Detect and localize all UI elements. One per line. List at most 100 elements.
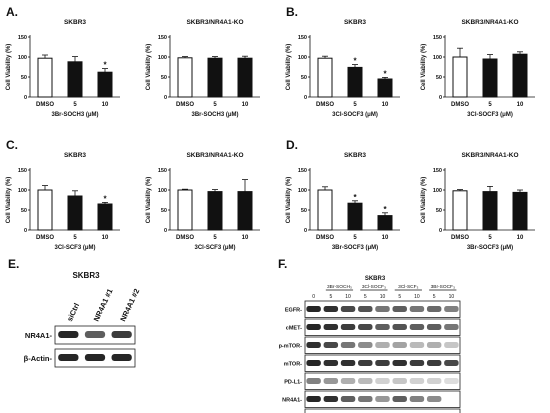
bar-5 [347, 66, 363, 98]
significance-star: * [353, 57, 357, 66]
blot-band [392, 378, 407, 384]
dose-label: 10 [414, 294, 420, 300]
bar-10 [512, 53, 528, 98]
bar-DMSO [452, 190, 468, 231]
bar-DMSO [317, 189, 333, 231]
chart-title: SKBR3 [64, 19, 86, 26]
bar-DMSO [37, 189, 53, 231]
lane-label: NR4A1 #1 [92, 287, 115, 323]
x-tick-label: DMSO [451, 235, 469, 241]
blot-band [340, 396, 356, 402]
x-tick-label: DMSO [316, 235, 334, 241]
y-tick-label: 0 [24, 95, 27, 101]
blot-band [58, 331, 79, 338]
bar-DMSO [177, 57, 193, 98]
x-tick-label: 10 [242, 235, 249, 241]
bar-10 [237, 57, 253, 98]
x-tick-label: 5 [73, 102, 77, 108]
western-blot-panel-f: F. SKBR3 0 3Br-SOCH₃ 5 10 3Cl-SOCF₃ 5 10 3Cl-SCF₃… [278, 257, 461, 413]
treatment-group-label: 3Cl-SOCF₃ [362, 284, 386, 290]
blot-band [323, 324, 339, 330]
blot-band [375, 342, 390, 348]
y-tick-label: 50 [161, 75, 167, 81]
y-tick-label: 150 [158, 168, 167, 174]
significance-star: * [353, 193, 357, 202]
y-tick-label: 150 [298, 168, 307, 174]
y-tick-label: 0 [304, 95, 307, 101]
dose-label: 5 [398, 294, 401, 300]
blot-band [306, 396, 321, 402]
blot-band [84, 354, 106, 361]
blot-band [358, 378, 373, 384]
blot-band [409, 360, 425, 366]
y-axis-label: Cell Viability (%) [6, 177, 12, 224]
x-axis-label: 3Cl-SOCF3 (μM) [332, 112, 378, 118]
x-tick-label: 10 [382, 102, 389, 108]
bar-5 [482, 58, 498, 98]
blot-band [340, 360, 356, 366]
x-tick-label: DMSO [36, 235, 54, 241]
blot-band [444, 342, 459, 348]
blot-band [375, 306, 390, 312]
blot-band [444, 324, 459, 330]
bar-5 [482, 191, 498, 231]
chart-title: SKBR3/NR4A1-KO [461, 19, 518, 26]
blot-band [340, 378, 356, 384]
y-tick-label: 100 [433, 55, 442, 61]
y-tick-label: 0 [164, 228, 167, 234]
blot-band [426, 360, 442, 366]
bar-chart-2: SKBR3/NR4A1-KO Cell Viability (%) 0 50 100 15… [146, 19, 260, 118]
bar-10 [97, 203, 113, 231]
y-tick-label: 100 [18, 188, 27, 194]
x-tick-label: 5 [353, 235, 357, 241]
bar-chart-7: D. SKBR3 Cell Viability (%) 0 50 100 150 DMSO * 5… [286, 138, 400, 251]
blot-band [323, 378, 339, 384]
x-axis-label: 3Br-SOCF3 (μM) [467, 245, 513, 251]
panel-letter: A. [6, 5, 18, 19]
blot-band [358, 396, 373, 402]
x-axis-label: 3Br-SOCH3 (μM) [51, 112, 98, 118]
blot-band [392, 396, 407, 402]
y-tick-label: 100 [158, 55, 167, 61]
blot-band [392, 306, 407, 312]
y-axis-label: Cell Viability (%) [146, 177, 152, 224]
blot-band [111, 354, 132, 361]
bar-5 [347, 202, 363, 231]
lane-label: siCtrl [65, 302, 81, 323]
chart-title: SKBR3 [64, 152, 86, 159]
blot-strip [304, 390, 461, 408]
chart-title: SKBR3/NR4A1-KO [186, 19, 243, 26]
blot-row-label: NR4A1- [282, 398, 302, 404]
blot-band [409, 324, 425, 330]
y-tick-label: 0 [164, 95, 167, 101]
y-tick-label: 150 [158, 35, 167, 41]
bar-chart-6: SKBR3/NR4A1-KO Cell Viability (%) 0 50 100 15… [146, 152, 260, 251]
blot-row-label: p-mTOR- [279, 344, 303, 350]
bar-5 [67, 195, 83, 231]
blot-band [358, 324, 373, 330]
y-tick-label: 50 [301, 75, 307, 81]
chart-title: SKBR3/NR4A1-KO [186, 152, 243, 159]
bar-chart-5: C. SKBR3 Cell Viability (%) 0 50 100 150 DMSO 5 *… [6, 138, 120, 251]
x-tick-label: 10 [517, 235, 524, 241]
panel-letter: F. [278, 257, 287, 271]
x-axis-label: 3Br-SOCF3 (μM) [332, 245, 378, 251]
blot-band [444, 360, 459, 366]
y-tick-label: 50 [21, 75, 27, 81]
dose-label: 5 [329, 294, 332, 300]
blot-band [84, 331, 106, 338]
chart-title: SKBR3/NR4A1-KO [461, 152, 518, 159]
bar-DMSO [452, 56, 468, 98]
blot-band [306, 306, 321, 312]
blot-band [358, 306, 373, 312]
x-tick-label: 10 [242, 102, 249, 108]
y-tick-label: 150 [18, 168, 27, 174]
blot-band [426, 306, 442, 312]
blot-band [392, 324, 407, 330]
blot-band [340, 324, 356, 330]
bar-chart-4: SKBR3/NR4A1-KO Cell Viability (%) 0 50 100 15… [421, 19, 535, 118]
blot-band [358, 342, 373, 348]
x-axis-label: 3Br-SOCH3 (μM) [191, 112, 238, 118]
blot-band [426, 396, 442, 402]
